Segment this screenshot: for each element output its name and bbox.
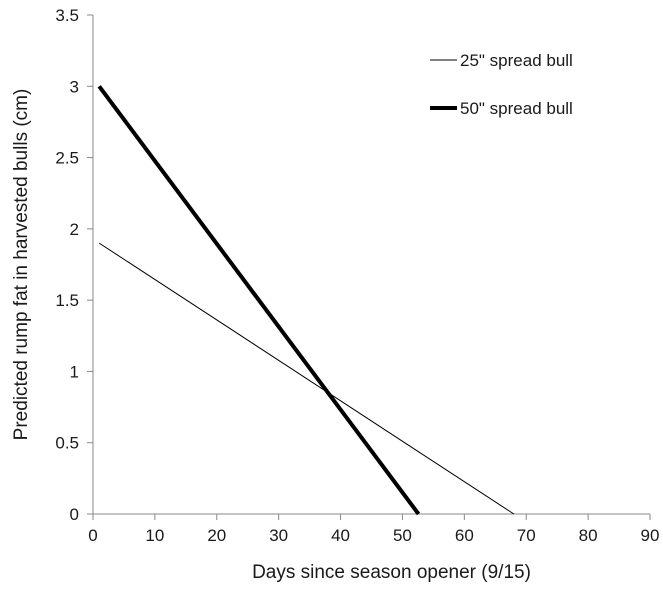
x-tick-label: 60 xyxy=(455,526,474,545)
y-tick-label: 1.5 xyxy=(55,291,79,310)
y-axis-ticks: 0 0.5 1 1.5 2 2.5 3 3.5 xyxy=(55,6,93,524)
y-tick-label: 2 xyxy=(70,220,79,239)
y-tick-label: 3.5 xyxy=(55,6,79,25)
y-tick-label: 2.5 xyxy=(55,149,79,168)
y-axis-title: Predicted rump fat in harvested bulls (c… xyxy=(11,89,32,441)
x-tick-label: 10 xyxy=(145,526,164,545)
x-tick-label: 30 xyxy=(269,526,288,545)
series-line xyxy=(97,85,421,516)
x-axis-ticks: 0 10 20 30 40 50 60 70 80 90 xyxy=(88,514,659,545)
y-tick-label: 1 xyxy=(70,362,79,381)
axes: 0 0.5 1 1.5 2 2.5 3 3.5 0 10 20 30 40 50 60 70 80 90 xyxy=(55,6,659,545)
x-tick-label: 50 xyxy=(393,526,412,545)
y-tick-label: 0.5 xyxy=(55,434,79,453)
x-axis-title: Days since season opener (9/15) xyxy=(252,562,531,583)
x-tick-label: 70 xyxy=(517,526,536,545)
legend-label: 25" spread bull xyxy=(460,51,573,70)
x-tick-label: 0 xyxy=(88,526,97,545)
y-tick-label: 3 xyxy=(70,77,79,96)
y-tick-label: 0 xyxy=(70,505,79,524)
x-tick-label: 90 xyxy=(641,526,660,545)
legend-label: 50" spread bull xyxy=(460,99,573,118)
series-line xyxy=(98,242,515,515)
x-tick-label: 40 xyxy=(331,526,350,545)
series-lines xyxy=(97,85,515,516)
x-tick-label: 20 xyxy=(207,526,226,545)
legend: 25" spread bull 50" spread bull xyxy=(430,51,573,118)
x-tick-label: 80 xyxy=(579,526,598,545)
